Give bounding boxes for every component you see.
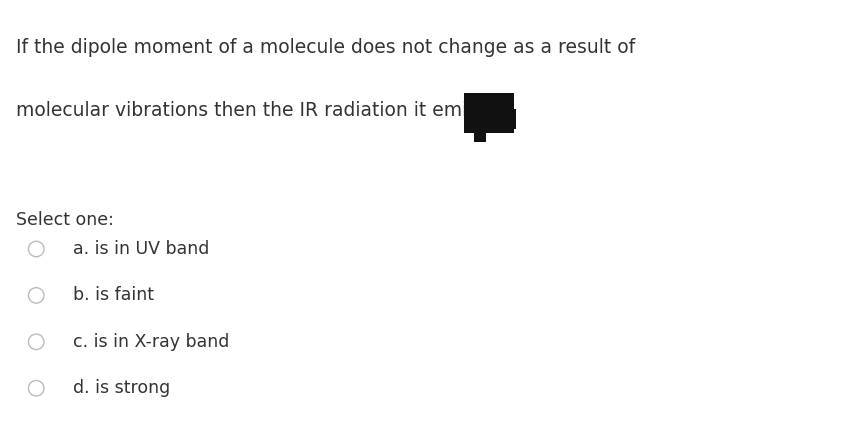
Text: Select one:: Select one: — [15, 211, 114, 229]
FancyBboxPatch shape — [474, 133, 486, 142]
Text: b. is faint: b. is faint — [73, 287, 154, 304]
Text: d. is strong: d. is strong — [73, 379, 170, 397]
Text: If the dipole moment of a molecule does not change as a result of: If the dipole moment of a molecule does … — [15, 38, 634, 57]
FancyBboxPatch shape — [505, 109, 516, 129]
Text: a. is in UV band: a. is in UV band — [73, 240, 209, 258]
Text: molecular vibrations then the IR radiation it emits: molecular vibrations then the IR radiati… — [15, 101, 484, 120]
Text: c. is in X-ray band: c. is in X-ray band — [73, 333, 229, 351]
FancyBboxPatch shape — [463, 93, 513, 133]
